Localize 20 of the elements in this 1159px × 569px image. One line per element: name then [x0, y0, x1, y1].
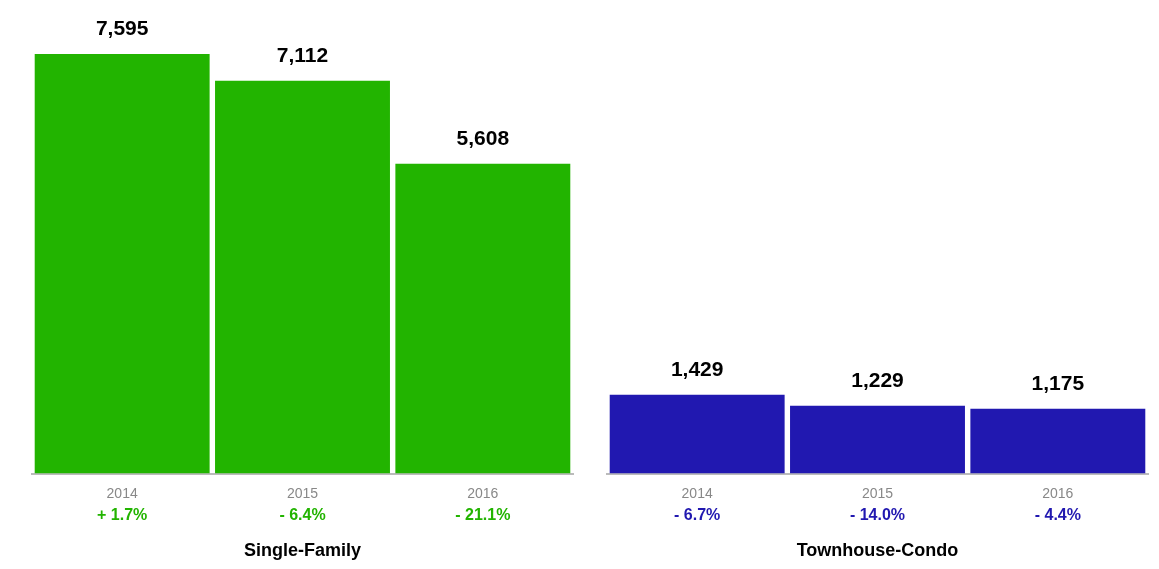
x-tick-label: 2015	[861, 484, 894, 501]
text: - 14.0%	[849, 506, 906, 524]
x-tick-label: 2015	[286, 484, 319, 501]
x-axis-title: Townhouse-Condo	[796, 540, 959, 561]
data-label: 7,595	[95, 16, 149, 40]
x-tick-label: 2016	[1042, 484, 1074, 501]
data-label: 1,175	[1031, 370, 1085, 394]
text: + 1.7%	[97, 506, 148, 524]
data-label: 7,112	[276, 42, 329, 66]
data-label: 1,429	[670, 356, 724, 380]
x-tick-label: 2014	[681, 484, 713, 501]
data-label: 1,229	[851, 368, 904, 391]
x-tick-label: 2016	[467, 484, 499, 501]
text: - 6.7%	[674, 506, 721, 524]
text: - 21.1%	[455, 506, 511, 524]
text: - 4.4%	[1034, 506, 1081, 524]
x-tick-label: 2014	[106, 484, 138, 501]
data-label: 5,608	[456, 126, 510, 150]
x-axis-title: Single-Family	[243, 540, 362, 561]
text: - 6.4%	[279, 506, 326, 524]
